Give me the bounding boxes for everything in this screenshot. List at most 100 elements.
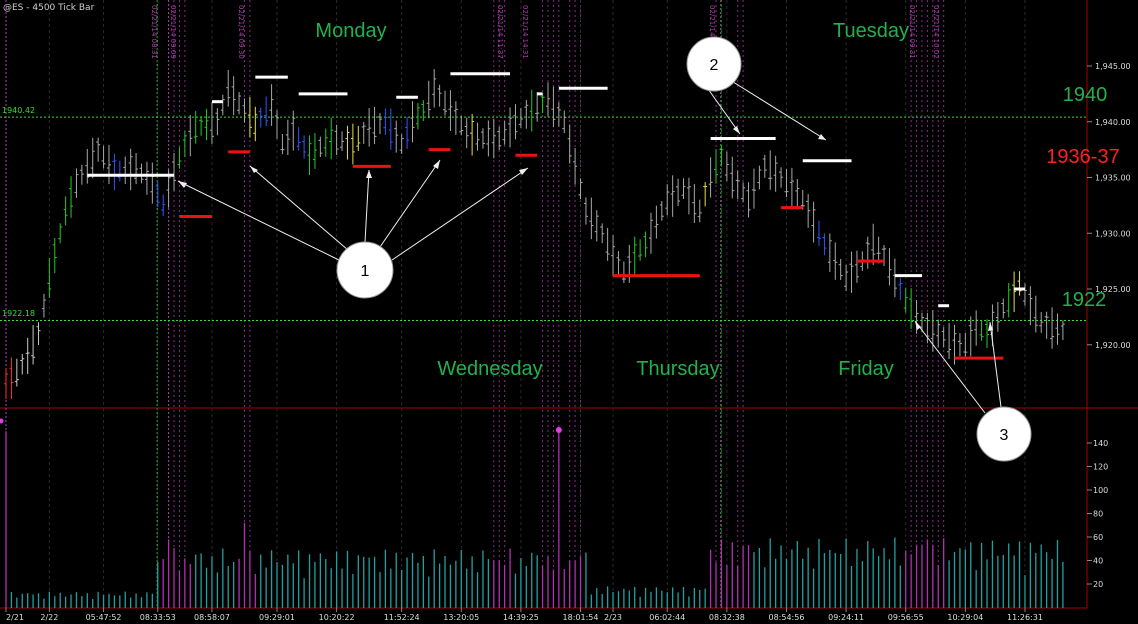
price-bar — [567, 124, 572, 164]
price-bar — [90, 137, 95, 179]
callout-1: 1 — [336, 241, 394, 299]
price-bar — [367, 108, 372, 147]
price-bar — [394, 120, 399, 153]
volume-tick-label: 120 — [1093, 463, 1108, 472]
price-bar — [258, 107, 263, 128]
price-bar — [746, 182, 751, 218]
time-tick-label: 18:01:54 — [563, 613, 599, 622]
price-bar — [524, 99, 529, 129]
volume-tick-label: 40 — [1093, 557, 1103, 566]
price-bar — [1001, 298, 1006, 319]
price-bar — [79, 164, 84, 185]
price-bar — [1060, 320, 1065, 341]
price-bar — [112, 153, 117, 191]
price-bar — [692, 183, 697, 224]
price-bar — [486, 120, 491, 157]
price-bar — [616, 251, 621, 277]
price-bar — [968, 316, 973, 357]
time-tick-label: 09:24:11 — [828, 613, 864, 622]
price-bar — [703, 182, 708, 207]
price-bar — [372, 106, 377, 145]
session-timestamp: 02/21/14 — [708, 5, 716, 37]
price-bar — [220, 94, 225, 116]
price-bar — [226, 69, 231, 107]
price-bar — [177, 147, 182, 169]
price-bar — [573, 148, 578, 185]
price-bar — [215, 108, 220, 136]
price-bar — [388, 108, 393, 150]
price-bar — [659, 201, 664, 221]
price-bar — [806, 194, 811, 228]
price-bar — [985, 319, 990, 348]
price-bar — [697, 199, 702, 223]
price-bar — [914, 299, 919, 334]
session-timestamp: 02/21/14 14:31 — [521, 5, 529, 59]
price-bar — [811, 201, 816, 243]
price-bar — [925, 312, 930, 344]
price-bar — [247, 97, 252, 138]
right-label-1940: 1940 — [1063, 84, 1108, 106]
time-tick-label: 11:26:31 — [1007, 613, 1043, 622]
price-bar — [285, 119, 290, 156]
price-bar — [20, 354, 25, 375]
price-bar — [638, 239, 643, 261]
price-bar — [789, 167, 794, 210]
price-bar — [941, 327, 946, 348]
price-bar — [822, 233, 827, 256]
price-bar — [757, 165, 762, 190]
price-bar — [768, 150, 773, 190]
price-tick-label: 1,930.00 — [1095, 229, 1131, 238]
price-bar — [58, 223, 63, 244]
price-bar — [686, 177, 691, 215]
price-bar — [480, 128, 485, 149]
price-bar — [784, 169, 789, 198]
price-bar — [854, 250, 859, 283]
price-bar — [269, 84, 274, 126]
volume-bars — [0, 418, 1064, 608]
price-bar — [871, 223, 876, 266]
price-bar — [475, 122, 480, 151]
price-bar — [101, 145, 106, 169]
price-bar — [502, 121, 507, 145]
price-bar — [237, 91, 242, 115]
price-bar — [426, 80, 431, 119]
price-bar — [253, 106, 258, 142]
price-bar — [31, 325, 36, 365]
price-bar — [974, 310, 979, 346]
price-bar — [892, 258, 897, 298]
price-bar — [611, 235, 616, 277]
price-bar — [275, 110, 279, 139]
price-bar — [1055, 313, 1060, 345]
price-bar — [681, 178, 686, 199]
reference-lines — [0, 116, 1087, 321]
price-bar — [161, 194, 166, 217]
volume-tick-label: 60 — [1093, 533, 1103, 542]
price-bar — [578, 178, 583, 199]
price-bar — [421, 100, 426, 122]
price-bar — [751, 168, 756, 209]
time-tick-label: 2/21 — [6, 613, 24, 622]
price-bar — [1028, 286, 1033, 326]
price-bars — [4, 69, 1065, 400]
right-label-1922: 1922 — [1062, 289, 1107, 311]
price-bar — [323, 128, 328, 157]
volume-tick-label: 140 — [1093, 439, 1108, 448]
volume-tick-label: 20 — [1093, 580, 1103, 589]
price-bar — [963, 332, 968, 357]
price-tick-label: 1,945.00 — [1095, 62, 1131, 71]
price-bar — [887, 248, 892, 286]
price-bar — [1006, 282, 1011, 318]
svg-text:1: 1 — [361, 263, 370, 280]
price-bar — [302, 135, 307, 159]
price-bar — [361, 121, 366, 144]
price-bar — [182, 131, 187, 157]
price-bar — [470, 113, 475, 156]
session-timestamp: 02/21/14 09:30 — [237, 5, 245, 59]
price-tick-label: 1,920.00 — [1095, 341, 1131, 350]
price-bar — [144, 161, 149, 195]
price-bar — [383, 108, 388, 136]
time-tick-label: 14:39:25 — [503, 613, 539, 622]
price-bar — [632, 236, 637, 275]
price-bar — [415, 102, 420, 130]
